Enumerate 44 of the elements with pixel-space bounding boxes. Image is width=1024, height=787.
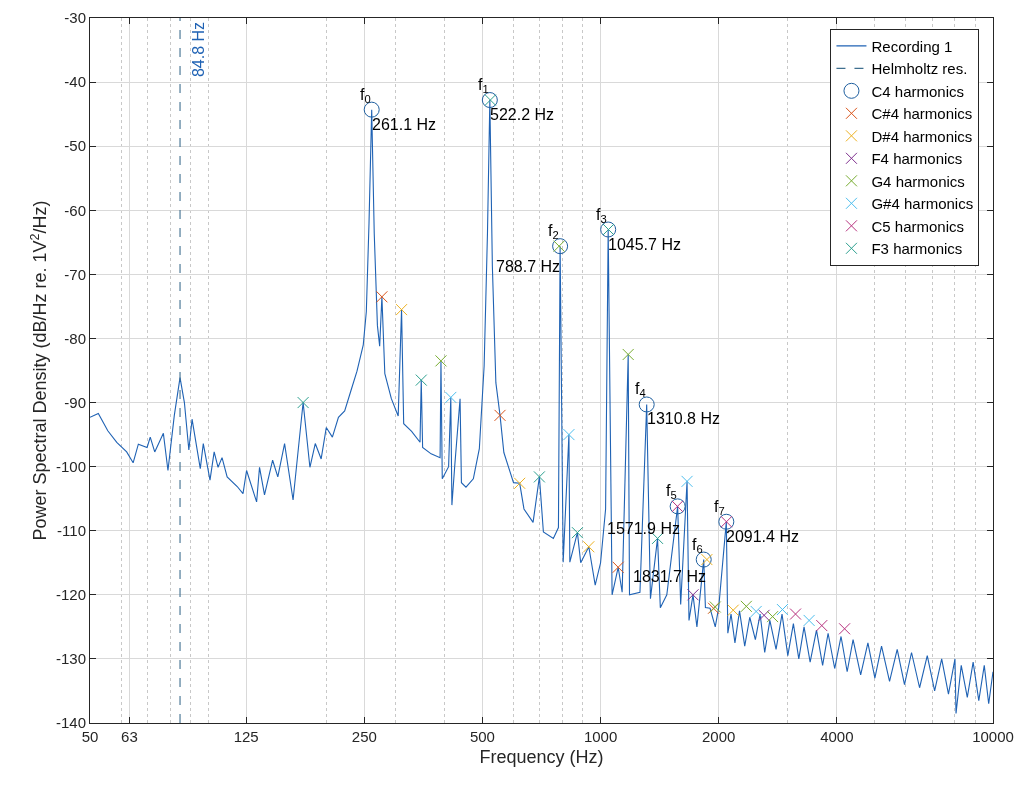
x-axis-title: Frequency (Hz) — [479, 747, 604, 768]
annotation: f$_{7}$ — [714, 498, 725, 518]
annotation: f$_{6}$ — [692, 536, 703, 556]
y-tick-label: -130 — [55, 650, 86, 668]
legend-label: C#4 harmonics — [871, 105, 973, 123]
annotation: 788.7 Hz — [496, 258, 561, 275]
y-tick-label: -110 — [57, 521, 86, 539]
legend-label: C4 harmonics — [871, 82, 964, 100]
x-tick-label: 250 — [351, 728, 377, 745]
annotation: f$_{4}$ — [635, 380, 646, 400]
y-tick-label: -30 — [64, 9, 86, 27]
legend-label: G4 harmonics — [871, 172, 965, 190]
x-tick-label: 2000 — [702, 728, 736, 745]
x-tick-label: 4000 — [820, 728, 854, 745]
annotation: f$_{0}$ — [360, 86, 371, 106]
legend-label: Helmholtz res. — [871, 60, 968, 78]
annotation: 261.1 Hz — [372, 116, 437, 133]
annotation: 1310.8 Hz — [647, 410, 720, 427]
annotation: f$_{2}$ — [548, 222, 559, 242]
y-tick-label: -120 — [55, 586, 86, 604]
y-tick-label: -70 — [64, 265, 86, 283]
x-tick-label: 63 — [121, 728, 138, 745]
annotation: 522.2 Hz — [490, 106, 555, 123]
y-tick-label: -50 — [64, 137, 86, 155]
legend-label: D#4 harmonics — [871, 127, 973, 145]
y-tick-label: -40 — [64, 73, 86, 91]
legend-label: G#4 harmonics — [871, 195, 974, 213]
x-tick-label: 500 — [469, 728, 495, 745]
annotation: 1045.7 Hz — [608, 236, 681, 253]
y-tick-label: -60 — [64, 201, 86, 219]
legend-label: Recording 1 — [871, 37, 953, 55]
x-tick-label: 1000 — [583, 728, 618, 745]
legend-label: F4 harmonics — [871, 150, 963, 168]
y-tick-label: -90 — [64, 393, 86, 411]
legend-label: F3 harmonics — [871, 240, 963, 258]
legend-label: C5 harmonics — [871, 217, 964, 235]
x-tick-label: 10000 — [972, 728, 1014, 745]
annotation: f$_{5}$ — [666, 482, 677, 502]
annotation: 84.8 Hz — [190, 21, 208, 78]
x-tick-label: 125 — [233, 728, 259, 745]
y-tick-label: -100 — [55, 457, 86, 475]
y-tick-label: -80 — [64, 329, 86, 347]
annotation: f$_{3}$ — [596, 206, 607, 226]
annotation: f$_{1}$ — [478, 76, 489, 96]
